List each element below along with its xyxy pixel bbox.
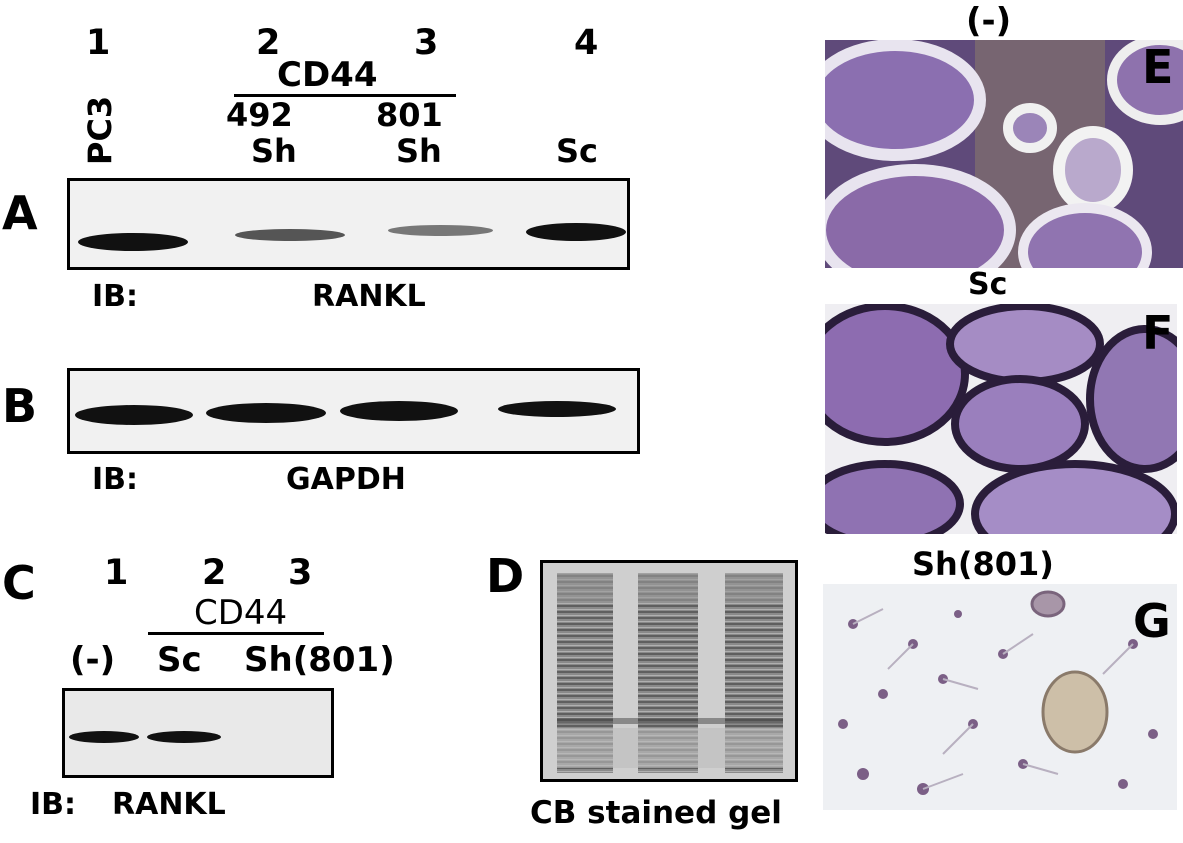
c-lane-number-3: 3: [288, 553, 313, 593]
gel-lanes-drawing: [543, 563, 795, 779]
cd44-group-label: CD44: [277, 55, 378, 95]
gapdh-blot-b: [67, 368, 640, 454]
gapdh-band-lane-1: [75, 405, 193, 425]
clone-label-492: 492: [226, 96, 293, 134]
gel-caption: CB stained gel: [530, 795, 782, 831]
c-lane-label-neg: (-): [70, 640, 116, 680]
clone-label-801: 801: [376, 96, 443, 134]
lane-label-sh-801: Sh: [396, 132, 442, 170]
micrograph-title-e: (-): [966, 1, 1012, 41]
antibody-label-gapdh-b: GAPDH: [286, 462, 406, 497]
micrograph-f: [825, 304, 1177, 534]
c-cd44-group-rule: [148, 632, 324, 635]
lane-number-4: 4: [574, 23, 599, 63]
lane-label-sh-492: Sh: [251, 132, 297, 170]
c-lane-number-1: 1: [104, 553, 129, 593]
lane-label-pc3: PC3: [81, 95, 119, 165]
rankl-blot-a: [67, 178, 630, 270]
panel-letter-a: A: [2, 186, 38, 240]
antibody-label-rankl-a: RANKL: [312, 279, 426, 314]
cb-stained-gel: [540, 560, 798, 782]
rankl-band-lane-3: [388, 225, 493, 236]
c-cd44-group-label: CD44: [194, 593, 288, 633]
micrograph-e: [825, 40, 1183, 268]
c-rankl-band-lane-2: [147, 731, 221, 743]
lane-number-1: 1: [86, 23, 111, 63]
panel-letter-f: F: [1142, 306, 1174, 360]
micrograph-title-f: Sc: [968, 267, 1008, 302]
ib-prefix-b: IB:: [92, 462, 139, 497]
c-lane-label-sh801: Sh(801): [244, 640, 395, 680]
c-antibody-label-rankl: RANKL: [112, 787, 226, 822]
c-rankl-band-lane-1: [69, 731, 139, 743]
rankl-band-lane-4: [526, 223, 626, 241]
micrograph-g: [823, 584, 1177, 810]
gapdh-band-lane-2: [206, 403, 326, 423]
rankl-blot-c: [62, 688, 334, 778]
cd44-group-rule: [234, 94, 456, 97]
panel-letter-e: E: [1142, 40, 1174, 94]
lane-number-2: 2: [256, 23, 281, 63]
gapdh-band-lane-4: [498, 401, 616, 417]
rankl-band-lane-2: [235, 229, 345, 241]
rankl-band-lane-1: [78, 233, 188, 251]
micrograph-title-g: Sh(801): [912, 545, 1054, 583]
gapdh-band-lane-3: [340, 401, 458, 421]
panel-letter-c: C: [2, 556, 36, 610]
lane-label-sc: Sc: [556, 132, 599, 170]
panel-letter-b: B: [2, 379, 38, 433]
panel-letter-g: G: [1133, 594, 1171, 648]
c-lane-label-sc: Sc: [157, 640, 202, 680]
c-lane-number-2: 2: [202, 553, 227, 593]
panel-letter-d: D: [486, 549, 525, 603]
lane-number-3: 3: [414, 23, 439, 63]
c-ib-prefix: IB:: [30, 787, 77, 822]
ib-prefix-a: IB:: [92, 279, 139, 314]
